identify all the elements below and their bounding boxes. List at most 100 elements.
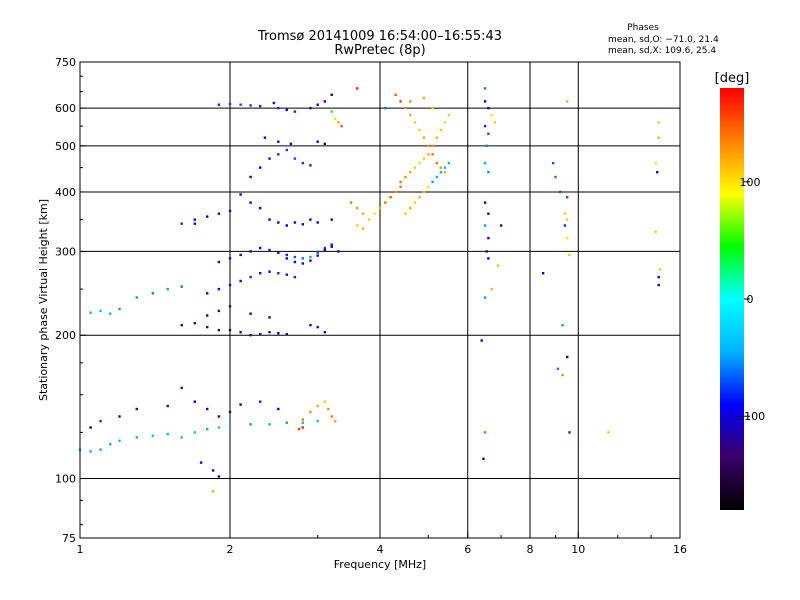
data-point xyxy=(485,144,488,147)
y-tick-label: 500 xyxy=(55,140,76,153)
data-point xyxy=(228,283,232,287)
data-point xyxy=(217,426,221,429)
data-point xyxy=(330,415,333,418)
data-point xyxy=(268,218,271,221)
data-point xyxy=(561,324,564,327)
data-point xyxy=(249,312,252,315)
data-point xyxy=(206,292,209,295)
data-point xyxy=(409,171,412,174)
data-point xyxy=(330,243,333,246)
data-point xyxy=(166,432,169,436)
data-point xyxy=(356,206,359,210)
data-point xyxy=(316,103,319,106)
data-point xyxy=(349,201,353,204)
data-point xyxy=(556,367,560,370)
data-point xyxy=(323,331,326,334)
data-point xyxy=(316,419,319,423)
data-point xyxy=(268,248,271,252)
data-point xyxy=(330,110,333,113)
data-point xyxy=(323,248,326,252)
data-point xyxy=(541,272,545,275)
data-point xyxy=(285,224,288,227)
data-point xyxy=(483,87,487,90)
data-point xyxy=(301,161,304,165)
data-point xyxy=(404,106,407,110)
data-point xyxy=(193,322,196,325)
data-point xyxy=(285,108,288,112)
data-point xyxy=(427,144,430,147)
data-point xyxy=(418,196,421,199)
data-point xyxy=(217,287,221,291)
data-point xyxy=(373,212,376,215)
data-point xyxy=(431,153,434,156)
y-tick-label: 200 xyxy=(55,329,76,342)
data-point xyxy=(135,296,138,299)
data-point xyxy=(193,222,196,225)
data-point xyxy=(439,171,443,174)
data-point xyxy=(293,275,297,279)
data-point xyxy=(285,148,288,152)
data-point xyxy=(259,333,262,336)
data-point xyxy=(268,157,271,160)
data-point xyxy=(293,221,297,224)
data-point xyxy=(490,287,493,291)
data-point xyxy=(309,106,312,110)
data-point xyxy=(654,230,657,233)
data-point xyxy=(228,305,232,308)
x-tick-label: 6 xyxy=(464,543,471,556)
data-point xyxy=(323,246,326,250)
data-point xyxy=(443,166,447,169)
stats-line-o: mean, sd,O: −71.0, 21.4 xyxy=(608,35,719,45)
data-point xyxy=(316,404,319,408)
data-point xyxy=(657,275,660,279)
data-point xyxy=(249,201,252,204)
data-point xyxy=(399,180,402,184)
data-point xyxy=(323,400,326,403)
data-point xyxy=(422,157,426,160)
data-point xyxy=(657,121,660,124)
data-point xyxy=(199,461,203,464)
colorbar-label: [deg] xyxy=(715,71,750,86)
data-point xyxy=(409,100,412,103)
data-point xyxy=(239,253,242,257)
data-point xyxy=(228,410,232,414)
data-point xyxy=(277,106,280,110)
data-point xyxy=(356,224,359,227)
data-point xyxy=(656,171,659,174)
data-point xyxy=(263,136,267,139)
data-point xyxy=(330,245,333,248)
data-point xyxy=(193,400,196,403)
data-point xyxy=(431,180,434,184)
chart-title: Tromsø 20141009 16:54:00–16:55:43 xyxy=(257,29,502,44)
data-point xyxy=(418,161,421,165)
data-point xyxy=(431,106,434,110)
data-point xyxy=(496,264,500,267)
data-point xyxy=(483,161,487,165)
data-point xyxy=(301,418,304,421)
data-point xyxy=(404,175,407,179)
data-point xyxy=(487,257,490,260)
data-point xyxy=(228,328,232,332)
data-point xyxy=(427,153,430,156)
data-point xyxy=(268,423,271,426)
data-point xyxy=(285,273,288,276)
x-axis: 1 2 4 6 8 10 16 xyxy=(77,532,687,556)
data-point xyxy=(333,419,337,423)
data-point xyxy=(272,101,276,105)
data-point xyxy=(337,250,340,253)
data-point xyxy=(293,157,297,160)
data-point xyxy=(330,93,333,96)
y-tick-label: 400 xyxy=(55,186,76,199)
data-point xyxy=(337,121,340,124)
data-point xyxy=(566,196,569,199)
data-point xyxy=(249,175,252,179)
chart-subtitle: RwPretec (8p) xyxy=(334,43,425,58)
data-point xyxy=(217,475,221,478)
data-point xyxy=(89,311,92,314)
data-point xyxy=(206,407,209,411)
data-point xyxy=(654,161,657,165)
data-point xyxy=(361,227,365,230)
data-point xyxy=(135,436,138,439)
data-point xyxy=(487,171,490,174)
data-point xyxy=(259,400,262,403)
